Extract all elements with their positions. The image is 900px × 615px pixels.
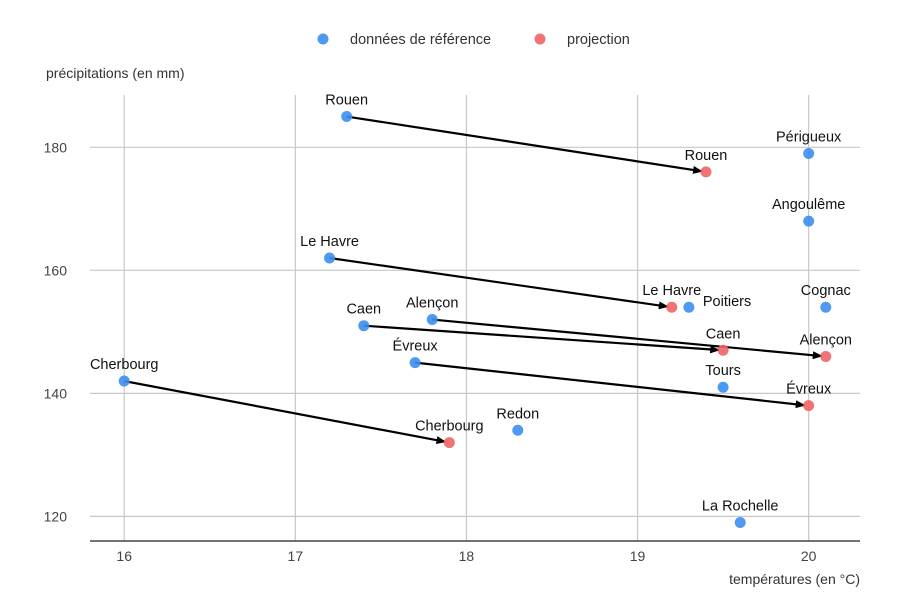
reference-point xyxy=(358,320,370,332)
y-tick-label: 180 xyxy=(44,139,68,155)
grid xyxy=(90,95,860,541)
point-label: Évreux xyxy=(393,338,439,355)
point-label: Rouen xyxy=(685,148,728,164)
reference-point xyxy=(803,147,815,159)
x-tick-label: 16 xyxy=(116,548,132,564)
projection-point xyxy=(443,437,455,449)
x-tick-label: 17 xyxy=(288,548,304,564)
x-tick-label: 18 xyxy=(459,548,475,564)
projection-point xyxy=(717,344,729,356)
legend-label: données de référence xyxy=(350,32,491,48)
arrow xyxy=(329,256,669,310)
reference-point xyxy=(512,424,524,436)
point-label: Cherbourg xyxy=(90,357,159,373)
reference-point xyxy=(803,215,815,227)
reference-point xyxy=(683,301,695,313)
point-label: Alençon xyxy=(406,296,458,312)
legend: données de référence projection xyxy=(317,32,630,48)
point-label: Redon xyxy=(496,406,539,422)
reference-point xyxy=(118,375,130,387)
point-label: Rouen xyxy=(325,93,368,109)
arrow xyxy=(414,361,806,409)
legend-label: projection xyxy=(567,32,630,48)
point-label: Cognac xyxy=(801,283,851,299)
y-axis-title: précipitations (en mm) xyxy=(46,65,185,81)
point-label: Cherbourg xyxy=(415,419,484,435)
x-axis-title: températures (en °C) xyxy=(729,571,860,587)
projection-point xyxy=(700,166,712,178)
axes: 16 17 18 19 20 120 140 160 180 xyxy=(44,139,860,564)
point-label: Poitiers xyxy=(703,294,751,310)
projection-point xyxy=(666,301,678,313)
reference-point xyxy=(820,301,832,313)
reference-point xyxy=(341,111,353,123)
reference-point xyxy=(734,517,746,529)
reference-point xyxy=(409,357,421,369)
points xyxy=(118,111,832,529)
projection-point xyxy=(820,350,832,362)
projection-point xyxy=(803,400,815,412)
reference-point xyxy=(324,252,336,264)
y-tick-label: 160 xyxy=(44,262,68,278)
point-label: Angoulême xyxy=(772,197,845,213)
x-tick-label: 20 xyxy=(801,548,817,564)
y-tick-label: 140 xyxy=(44,385,68,401)
point-label: Périgueux xyxy=(776,129,842,145)
arrows xyxy=(124,115,823,445)
point-label: Caen xyxy=(706,326,741,342)
x-tick-label: 19 xyxy=(630,548,646,564)
y-tick-label: 120 xyxy=(44,508,68,524)
point-label: Évreux xyxy=(786,381,832,398)
legend-marker xyxy=(317,33,329,45)
point-label: Caen xyxy=(346,302,381,318)
point-label: Alençon xyxy=(800,332,852,348)
arrow xyxy=(363,324,721,354)
reference-point xyxy=(426,314,438,326)
point-label: La Rochelle xyxy=(702,499,779,515)
reference-point xyxy=(717,381,729,393)
arrow xyxy=(124,379,447,445)
point-label: Le Havre xyxy=(300,234,359,250)
arrow xyxy=(346,115,704,174)
point-label: Le Havre xyxy=(642,283,701,299)
legend-marker xyxy=(534,33,546,45)
point-label: Tours xyxy=(705,363,740,379)
arrow xyxy=(432,318,823,360)
